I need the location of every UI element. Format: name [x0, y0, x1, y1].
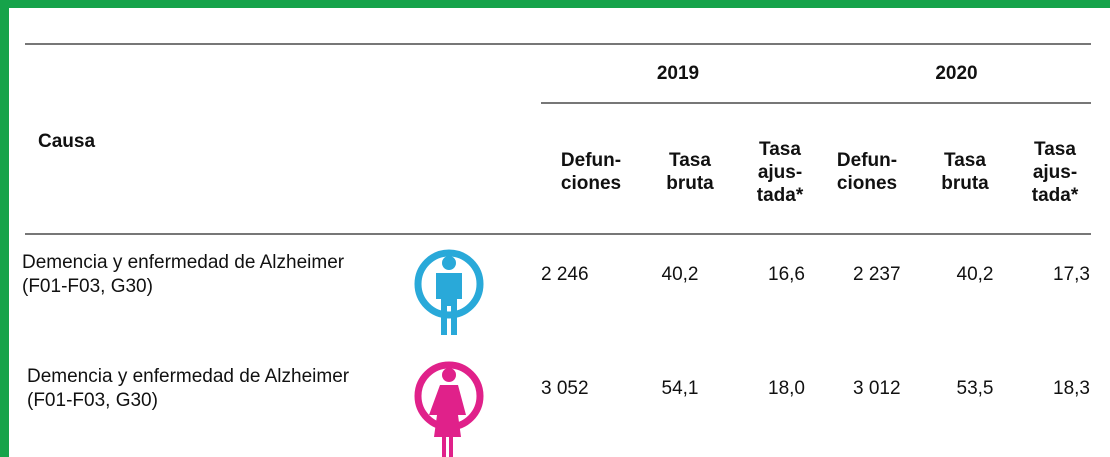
column-header: Defun- ciones	[560, 150, 622, 194]
cell-value: 18,3	[1053, 378, 1090, 399]
cell-value: 3 012	[853, 378, 901, 399]
rule-years	[541, 102, 1091, 104]
column-header: Tasa ajus- tada*	[756, 138, 804, 206]
female-icon	[414, 361, 484, 457]
rule-top	[25, 43, 1091, 45]
cell-value: 40,2	[661, 264, 699, 285]
cause: Demencia y enfermedad de Alzheimer (F01-…	[27, 366, 350, 411]
cell-value: 2 237	[853, 264, 901, 285]
cell-value: 16,6	[768, 264, 805, 285]
cell-value: 18,0	[768, 378, 805, 399]
column-header: Tasa bruta	[666, 150, 714, 194]
frame-top	[0, 0, 1110, 8]
column-header: Tasa ajus- tada*	[1031, 138, 1079, 206]
cause: Demencia y enfermedad de Alzheimer (F01-…	[22, 252, 345, 297]
male-icon	[414, 249, 484, 335]
column-header: Tasa bruta	[941, 150, 989, 194]
cell-value: 40,2	[956, 264, 994, 285]
year: 2020	[935, 63, 978, 84]
rule-header	[25, 233, 1091, 235]
cell-value: 54,1	[661, 378, 699, 399]
column-header: Defun- ciones	[836, 150, 898, 194]
cell-value: 17,3	[1053, 264, 1090, 285]
cell-value: 2 246	[541, 264, 589, 285]
cell-value: 53,5	[956, 378, 994, 399]
cause-header: Causa	[38, 131, 96, 152]
frame-left	[0, 0, 9, 457]
year: 2019	[656, 63, 700, 84]
cell-value: 3 052	[541, 378, 589, 399]
